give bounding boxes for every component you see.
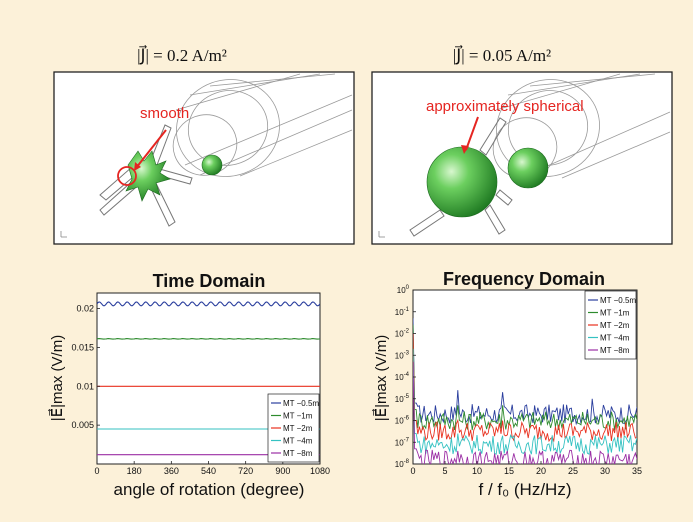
freq-ytick-exponent-5: -5 [404,394,410,400]
freq-ytick-exponent-0: 0 [406,285,410,291]
freq-ytick-label-3: 10-3 [395,350,410,360]
freq-ytick-label-0: 100 [397,285,410,295]
freq-ytick-exponent-4: -4 [404,372,410,378]
freq-series-line-3 [413,348,637,455]
green-blob-large [426,146,549,218]
freq-xtick-label-5: 25 [568,466,578,476]
freq-ytick-exponent-1: -1 [404,307,410,313]
freq-ytick-label-7: 10-7 [395,437,410,447]
time-legend-label-4: MT −8m [283,449,313,458]
time-xlabel: angle of rotation (degree) [114,480,305,499]
time-ytick-label-0: 0.005 [71,420,94,430]
green-blob-small [125,150,223,202]
time-ylabel: |E⃗|max (V/m) [47,335,66,421]
time-legend-label-3: MT −4m [283,437,313,446]
time-legend-box [267,393,320,463]
freq-legend-label-3: MT −4m [600,334,630,343]
freq-ytick-exponent-2: -2 [404,329,410,335]
coil-wireframe [172,73,353,177]
freq-ytick-exponent-8: -8 [404,459,410,465]
top-left-render-panel: smooth [53,71,355,245]
freq-axes: 0 5 10 15 20 25 30 35 100 10-1 10-2 10-3 10-4 10-5 10-… [395,285,642,476]
freq-legend-label-4: MT −8m [600,346,630,355]
freq-ylabel: |E⃗|max (V/m) [371,335,390,421]
freq-ytick-label-8: 10-8 [395,459,410,469]
freq-ytick-exponent-6: -6 [404,416,410,422]
freq-legend-label-1: MT −1m [600,309,630,318]
freq-legend-label-0: MT −0.5m [600,296,636,305]
freq-ytick-label-5: 10-5 [395,394,410,404]
time-xtick-label-0: 0 [94,466,99,476]
freq-xtick-label-0: 0 [410,466,415,476]
freq-xtick-label-3: 15 [504,466,514,476]
top-right-render-panel: approximately spherical [371,71,673,245]
freq-ytick-label-4: 10-4 [395,372,410,382]
time-legend-label-0: MT −0.5m [283,399,319,408]
time-xtick-label-4: 720 [238,466,253,476]
time-xtick-label-5: 900 [275,466,290,476]
time-xtick-label-2: 360 [164,466,179,476]
freq-ytick-label-6: 10-6 [395,416,410,426]
freq-ytick-label-2: 10-2 [395,329,410,339]
frequency-domain-chart: Frequency Domain 0 5 10 15 20 25 30 35 100 10-1 10… [371,269,642,499]
time-legend-label-2: MT −2m [283,424,313,433]
time-series-line-1 [97,338,320,340]
coil-wireframe-right [492,73,671,179]
annotation-smooth: smooth [117,105,189,186]
time-chart-title: Time Domain [153,271,266,291]
time-domain-chart: Time Domain 0 180 360 540 720 900 1080 0.005 0.0… [47,271,330,499]
freq-ytick-exponent-3: -3 [404,350,410,356]
freq-chart-title: Frequency Domain [443,269,605,289]
time-ytick-label-2: 0.015 [71,342,94,352]
time-ytick-label-1: 0.01 [76,381,94,391]
freq-xtick-label-2: 10 [472,466,482,476]
freq-xtick-label-1: 5 [442,466,447,476]
freq-series-line-4 [413,361,637,464]
time-xtick-label-3: 540 [201,466,216,476]
freq-xtick-label-7: 35 [632,466,642,476]
top-left-title: |J⃗| = 0.2 A/m² [137,45,227,65]
time-axes: 0 180 360 540 720 900 1080 0.005 0.01 0.015 0.02 [71,304,330,476]
time-legend: MT −0.5m MT −1m MT −2m MT −4m MT −8m [267,393,320,463]
axis-triad-icon-right [378,231,385,238]
freq-series-line-1 [413,324,637,431]
time-xtick-label-6: 1080 [310,466,330,476]
freq-xtick-label-4: 20 [536,466,546,476]
freq-series-line-2 [413,333,637,443]
time-series-line-0 [97,301,320,307]
freq-legend-label-2: MT −2m [600,321,630,330]
axis-triad-icon [60,231,67,238]
annotation-spherical: approximately spherical [426,98,584,154]
freq-legend: MT −0.5m MT −1m MT −2m MT −4m MT −8m [584,290,636,360]
freq-ytick-exponent-7: -7 [404,437,410,443]
top-right-title: |J⃗| = 0.05 A/m² [453,45,551,65]
freq-series-group [413,318,637,464]
annotation-spherical-label: approximately spherical [426,98,584,115]
time-legend-label-1: MT −1m [283,412,313,421]
time-xtick-label-1: 180 [127,466,142,476]
propeller-blades-right [409,117,513,237]
freq-ytick-label-1: 10-1 [395,307,410,317]
time-ytick-label-3: 0.02 [76,304,94,314]
freq-xtick-label-6: 30 [600,466,610,476]
freq-xlabel: f / f₀ (Hz/Hz) [479,480,572,499]
annotation-smooth-label: smooth [140,105,189,122]
